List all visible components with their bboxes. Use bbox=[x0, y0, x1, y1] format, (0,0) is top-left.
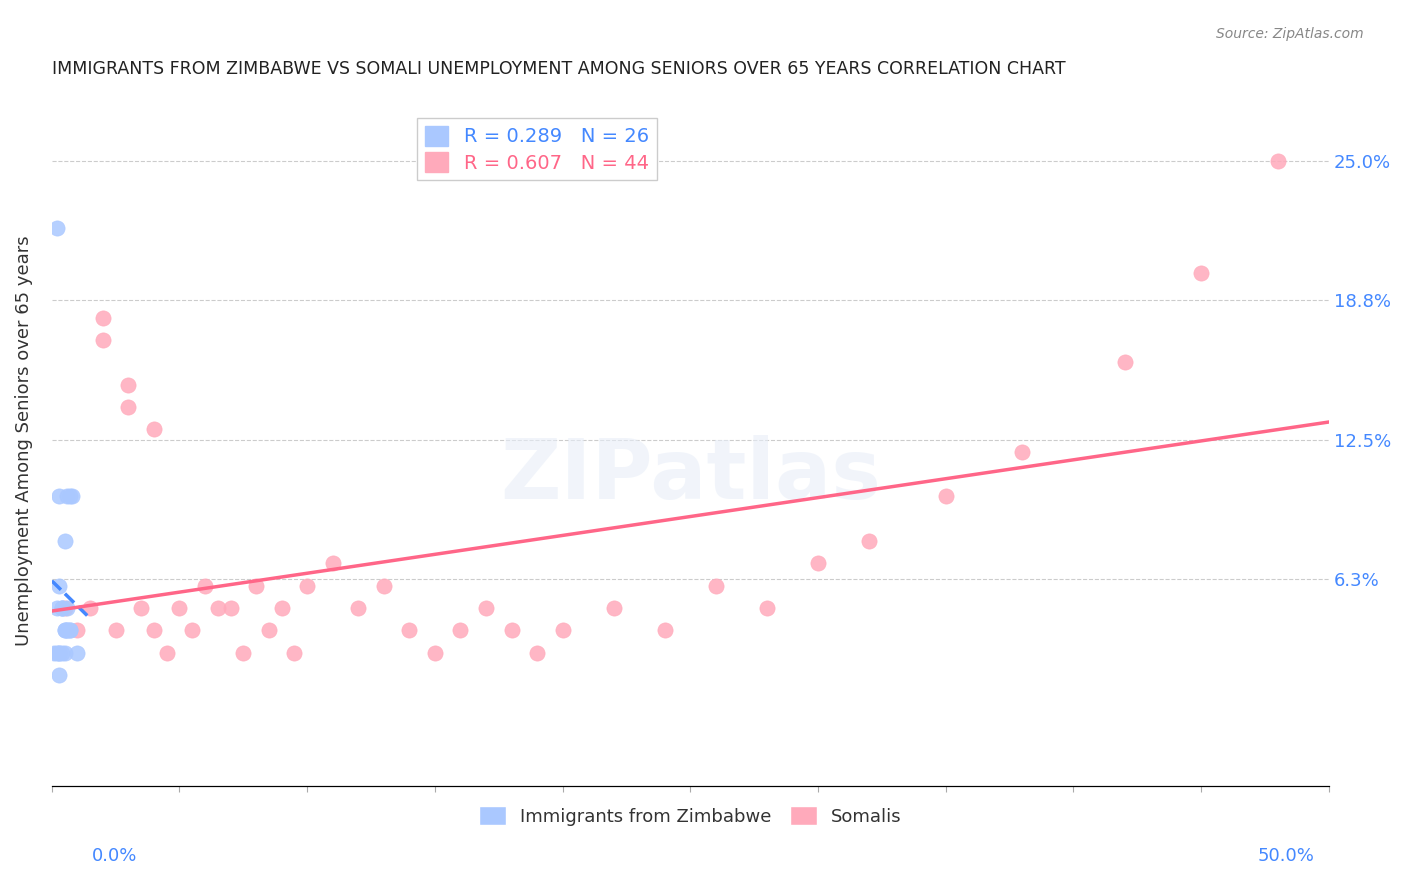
Point bbox=[79, 600, 101, 615]
Point bbox=[654, 624, 676, 638]
Point bbox=[66, 624, 89, 638]
Point bbox=[56, 624, 79, 638]
Point bbox=[347, 600, 370, 615]
Point bbox=[51, 600, 73, 615]
Point bbox=[60, 489, 83, 503]
Point bbox=[245, 578, 267, 592]
Point bbox=[53, 600, 76, 615]
Point bbox=[56, 600, 79, 615]
Point bbox=[270, 600, 292, 615]
Point bbox=[53, 624, 76, 638]
Point bbox=[59, 489, 82, 503]
Point bbox=[48, 646, 70, 660]
Point bbox=[91, 333, 114, 347]
Point bbox=[501, 624, 523, 638]
Point bbox=[807, 556, 830, 570]
Point bbox=[373, 578, 395, 592]
Point bbox=[181, 624, 204, 638]
Point bbox=[53, 533, 76, 548]
Point bbox=[48, 668, 70, 682]
Point bbox=[257, 624, 280, 638]
Legend: Immigrants from Zimbabwe, Somalis: Immigrants from Zimbabwe, Somalis bbox=[471, 799, 910, 833]
Point bbox=[59, 624, 82, 638]
Point bbox=[169, 600, 191, 615]
Point bbox=[156, 646, 179, 660]
Point bbox=[935, 489, 957, 503]
Point bbox=[53, 624, 76, 638]
Point bbox=[232, 646, 254, 660]
Point bbox=[56, 624, 79, 638]
Point bbox=[51, 600, 73, 615]
Text: 0.0%: 0.0% bbox=[91, 847, 136, 865]
Text: Source: ZipAtlas.com: Source: ZipAtlas.com bbox=[1216, 27, 1364, 41]
Point bbox=[53, 646, 76, 660]
Text: 50.0%: 50.0% bbox=[1258, 847, 1315, 865]
Point bbox=[475, 600, 498, 615]
Point bbox=[322, 556, 344, 570]
Point bbox=[48, 646, 70, 660]
Point bbox=[1114, 355, 1136, 369]
Point bbox=[526, 646, 548, 660]
Point bbox=[142, 422, 165, 436]
Point bbox=[142, 624, 165, 638]
Point bbox=[48, 578, 70, 592]
Point bbox=[551, 624, 574, 638]
Point bbox=[755, 600, 778, 615]
Point bbox=[45, 600, 67, 615]
Point bbox=[48, 489, 70, 503]
Point bbox=[207, 600, 229, 615]
Point bbox=[194, 578, 217, 592]
Point bbox=[51, 600, 73, 615]
Point bbox=[398, 624, 420, 638]
Point bbox=[295, 578, 318, 592]
Point bbox=[91, 310, 114, 325]
Point bbox=[59, 624, 82, 638]
Point bbox=[219, 600, 242, 615]
Point bbox=[704, 578, 727, 592]
Point bbox=[51, 646, 73, 660]
Point bbox=[44, 646, 66, 660]
Point bbox=[117, 400, 139, 414]
Point bbox=[602, 600, 624, 615]
Y-axis label: Unemployment Among Seniors over 65 years: Unemployment Among Seniors over 65 years bbox=[15, 235, 32, 646]
Point bbox=[45, 646, 67, 660]
Point bbox=[117, 377, 139, 392]
Point bbox=[858, 533, 880, 548]
Text: IMMIGRANTS FROM ZIMBABWE VS SOMALI UNEMPLOYMENT AMONG SENIORS OVER 65 YEARS CORR: IMMIGRANTS FROM ZIMBABWE VS SOMALI UNEMP… bbox=[52, 60, 1066, 78]
Text: ZIPatlas: ZIPatlas bbox=[499, 434, 880, 516]
Point bbox=[66, 646, 89, 660]
Point bbox=[56, 489, 79, 503]
Point bbox=[45, 221, 67, 235]
Point bbox=[129, 600, 152, 615]
Point bbox=[104, 624, 127, 638]
Point bbox=[1267, 154, 1289, 169]
Point bbox=[1011, 444, 1033, 458]
Point bbox=[1189, 266, 1212, 280]
Point bbox=[449, 624, 471, 638]
Point bbox=[283, 646, 305, 660]
Point bbox=[423, 646, 446, 660]
